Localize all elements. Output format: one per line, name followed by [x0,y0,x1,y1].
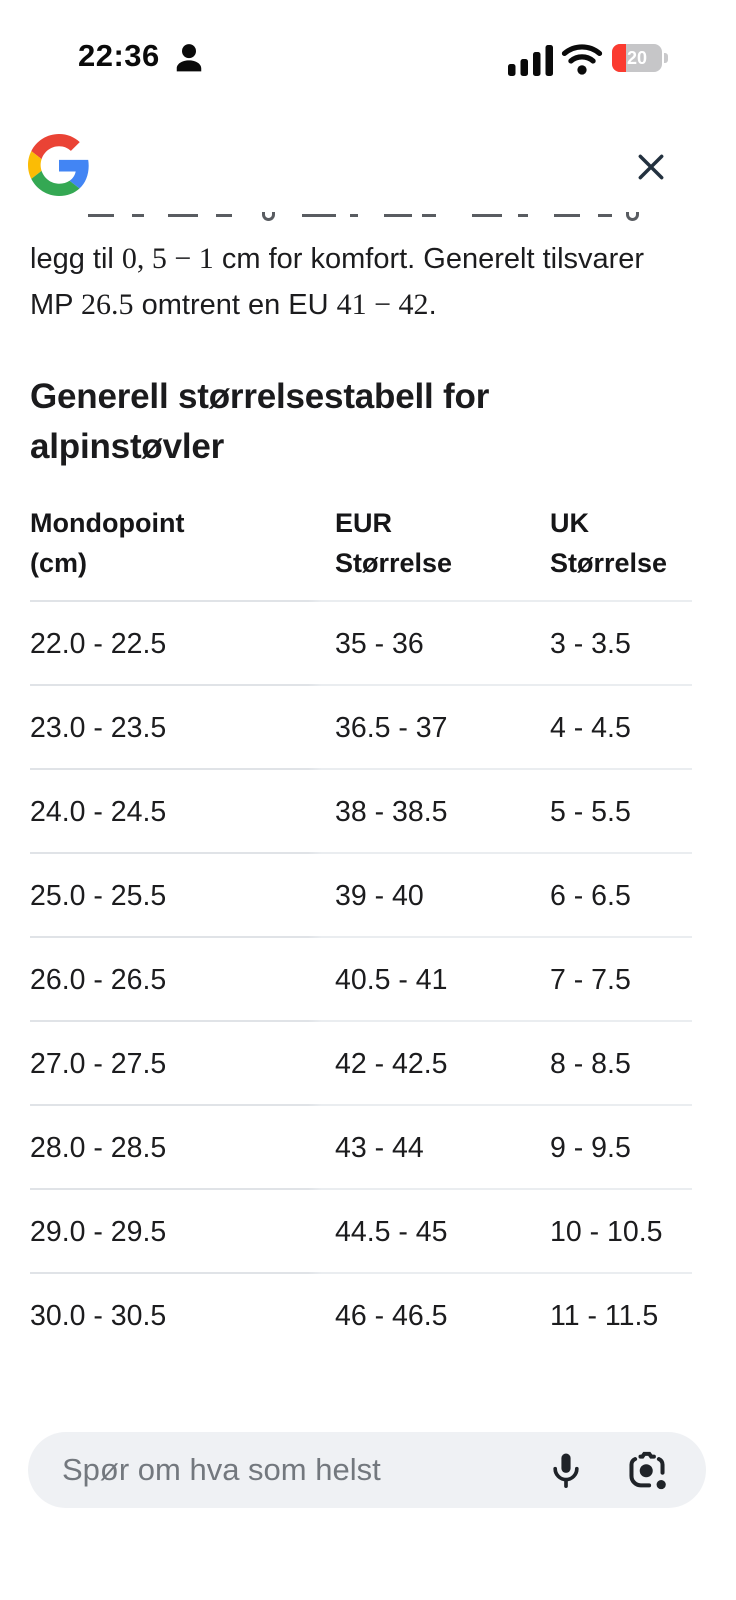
column-header-mondopoint: Mondopoint (cm) [30,508,185,578]
microphone-icon [553,1453,579,1488]
close-icon [638,154,664,180]
ask-anything-bar[interactable]: Spør om hva som helst [28,1432,706,1508]
clipped-letter-hook [626,212,639,221]
answer-paragraph: legg til 0, 5 − 1 cm for komfort. Genere… [30,236,706,328]
search-input[interactable]: Spør om hva som helst [62,1452,381,1487]
paragraph-line-2: MP 26.5 omtrent en EU 41 − 42. [30,288,437,321]
math-text: 41 − 42 [336,288,429,321]
clipped-text-fragments [0,213,736,217]
table-row: 26.0 - 26.5 40.5 - 41 7 - 7.5 [30,938,692,1022]
close-button[interactable] [628,144,674,190]
cellular-signal-icon [508,45,553,76]
table-row: 29.0 - 29.5 44.5 - 45 10 - 10.5 [30,1190,692,1274]
paragraph-line-1: legg til 0, 5 − 1 cm for komfort. Genere… [30,242,645,275]
table-row: 28.0 - 28.5 43 - 44 9 - 9.5 [30,1106,692,1190]
camera-lens-icon [629,1451,666,1490]
battery-fill [612,44,626,72]
table-row: 24.0 - 24.5 38 - 38.5 5 - 5.5 [30,770,692,854]
wifi-icon [561,44,603,75]
mic-button[interactable] [544,1448,588,1492]
battery-low-icon: 20 [612,44,662,72]
table-row: 23.0 - 23.5 36.5 - 37 4 - 4.5 [30,686,692,770]
battery-percent: 20 [626,47,648,68]
table-row: 25.0 - 25.5 39 - 40 6 - 6.5 [30,854,692,938]
math-text: 0, 5 − 1 [121,242,214,275]
person-icon [176,44,202,72]
section-heading: Generell størrelsestabell for alpinstøvl… [30,377,490,466]
table-row: 22.0 - 22.5 35 - 36 3 - 3.5 [30,602,692,686]
size-table: Mondopoint (cm) EUR Størrelse UK Størrel… [30,497,692,1358]
column-header-uk: UK Størrelse [550,508,668,578]
table-row: 27.0 - 27.5 42 - 42.5 8 - 8.5 [30,1022,692,1106]
clipped-letter-hook [262,212,275,221]
google-g-logo [28,134,89,196]
math-text: 26.5 [81,288,134,321]
column-header-eur: EUR Størrelse [335,508,453,578]
lens-button[interactable] [624,1447,670,1493]
clipped-text-line [0,202,736,222]
table-row: 30.0 - 30.5 46 - 46.5 11 - 11.5 [30,1299,659,1332]
table-header-row: Mondopoint (cm) EUR Størrelse UK Størrel… [30,497,692,602]
status-time: 22:36 [78,38,160,73]
battery-nub [664,53,668,63]
